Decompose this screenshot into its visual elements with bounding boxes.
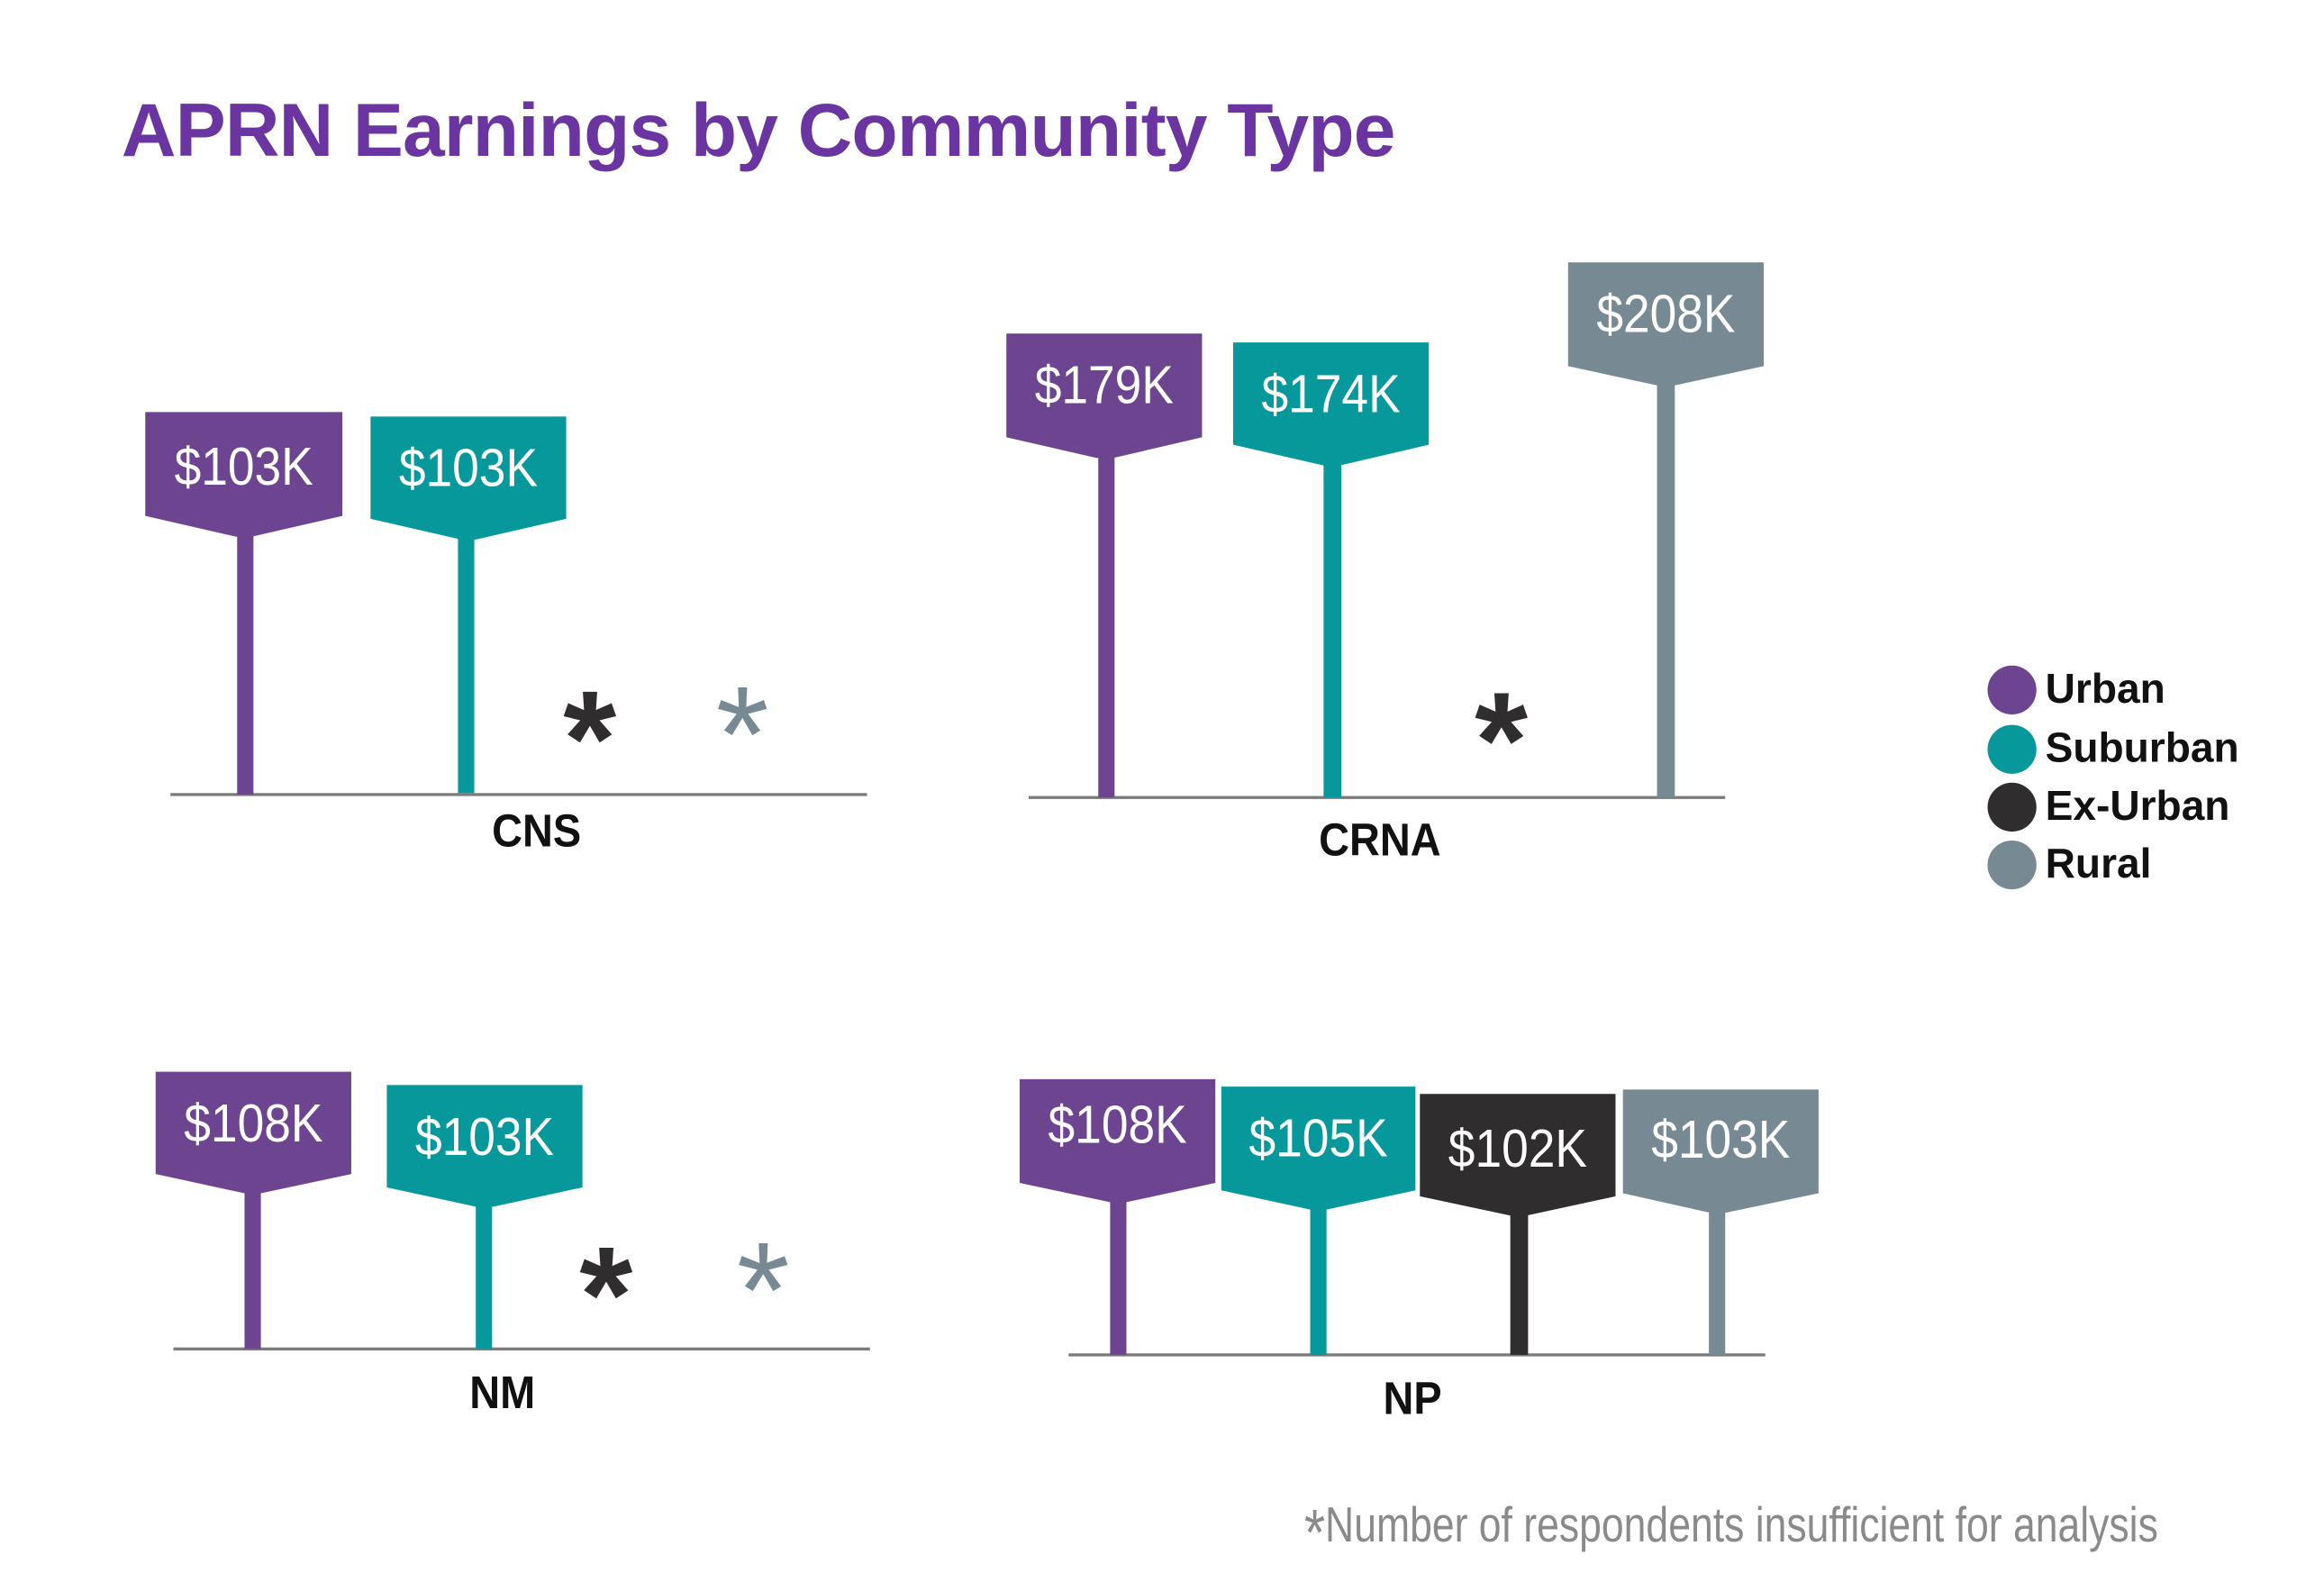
- crna-suburban-value: $174K: [1261, 363, 1401, 424]
- cns-rural-insufficient-marker: *: [715, 659, 769, 812]
- ex-urban-swatch-icon: [1987, 781, 2037, 832]
- cns-category-label: CNS: [492, 805, 582, 858]
- footnote: *Number of respondents insufficient for …: [1304, 1497, 2158, 1571]
- np-category-label: NP: [1383, 1372, 1442, 1425]
- np-suburban-flag: $105K: [1221, 1086, 1416, 1210]
- np-ex-urban-value: $102K: [1448, 1117, 1587, 1179]
- cns-suburban-flag: $103K: [370, 416, 567, 540]
- nm-baseline: [173, 1347, 870, 1350]
- legend-item-urban: Urban: [1987, 664, 2165, 714]
- cns-ex-urban-insufficient-marker: *: [563, 664, 617, 815]
- np-ex-urban-stem: [1510, 1200, 1529, 1355]
- footnote-text: Number of respondents insufficient for a…: [1325, 1496, 2158, 1552]
- footnote-asterisk: *: [1303, 1496, 1326, 1570]
- nm-urban-value: $108K: [184, 1092, 323, 1154]
- legend-item-suburban: Suburban: [1987, 723, 2239, 774]
- legend-item-ex-urban: Ex-Urban: [1987, 781, 2229, 832]
- legend-label: Rural: [2045, 840, 2152, 886]
- crna-suburban-stem: [1323, 451, 1342, 798]
- rural-swatch-icon: [1987, 840, 2037, 889]
- crna-urban-flag: $179K: [1006, 333, 1203, 459]
- legend-item-rural: Rural: [1987, 839, 2151, 889]
- nm-suburban-value: $103K: [414, 1105, 555, 1167]
- legend-label: Ex-Urban: [2045, 782, 2230, 829]
- nm-category-label: NM: [469, 1367, 536, 1419]
- chart-title: APRN Earnings by Community Type: [121, 87, 1396, 172]
- np-urban-value: $108K: [1048, 1094, 1187, 1155]
- np-urban-flag: $108K: [1020, 1078, 1216, 1203]
- crna-rural-flag: $208K: [1567, 262, 1765, 386]
- legend-label: Suburban: [2045, 724, 2239, 771]
- crna-category-label: CRNA: [1319, 814, 1441, 866]
- nm-ex-urban-insufficient-marker: *: [579, 1220, 633, 1371]
- np-baseline: [1068, 1353, 1766, 1357]
- crna-urban-stem: [1098, 444, 1115, 798]
- cns-urban-stem: [237, 518, 254, 795]
- urban-swatch-icon: [1987, 664, 2037, 714]
- nm-urban-stem: [244, 1178, 261, 1350]
- crna-ex-urban-insufficient-marker: *: [1475, 665, 1529, 817]
- np-urban-stem: [1110, 1186, 1127, 1355]
- crna-urban-value: $179K: [1034, 354, 1174, 415]
- crna-rural-stem: [1657, 370, 1675, 798]
- crna-baseline: [1028, 796, 1726, 799]
- cns-suburban-stem: [458, 522, 475, 794]
- crna-rural-value: $208K: [1596, 283, 1736, 344]
- cns-baseline: [170, 793, 867, 796]
- np-rural-value: $103K: [1651, 1108, 1791, 1170]
- np-suburban-stem: [1310, 1195, 1327, 1355]
- cns-urban-value: $103K: [174, 435, 313, 497]
- np-rural-flag: $103K: [1622, 1089, 1819, 1213]
- nm-rural-insufficient-marker: *: [736, 1215, 790, 1368]
- np-ex-urban-flag: $102K: [1420, 1094, 1616, 1216]
- nm-suburban-stem: [476, 1191, 493, 1350]
- nm-urban-flag: $108K: [155, 1071, 351, 1194]
- nm-suburban-flag: $103K: [386, 1085, 583, 1207]
- np-rural-stem: [1709, 1197, 1726, 1355]
- crna-suburban-flag: $174K: [1232, 342, 1430, 466]
- legend-label: Urban: [2045, 665, 2165, 712]
- suburban-swatch-icon: [1987, 723, 2037, 774]
- np-suburban-value: $105K: [1248, 1107, 1388, 1168]
- cns-suburban-value: $103K: [398, 437, 539, 498]
- cns-urban-flag: $103K: [145, 412, 343, 537]
